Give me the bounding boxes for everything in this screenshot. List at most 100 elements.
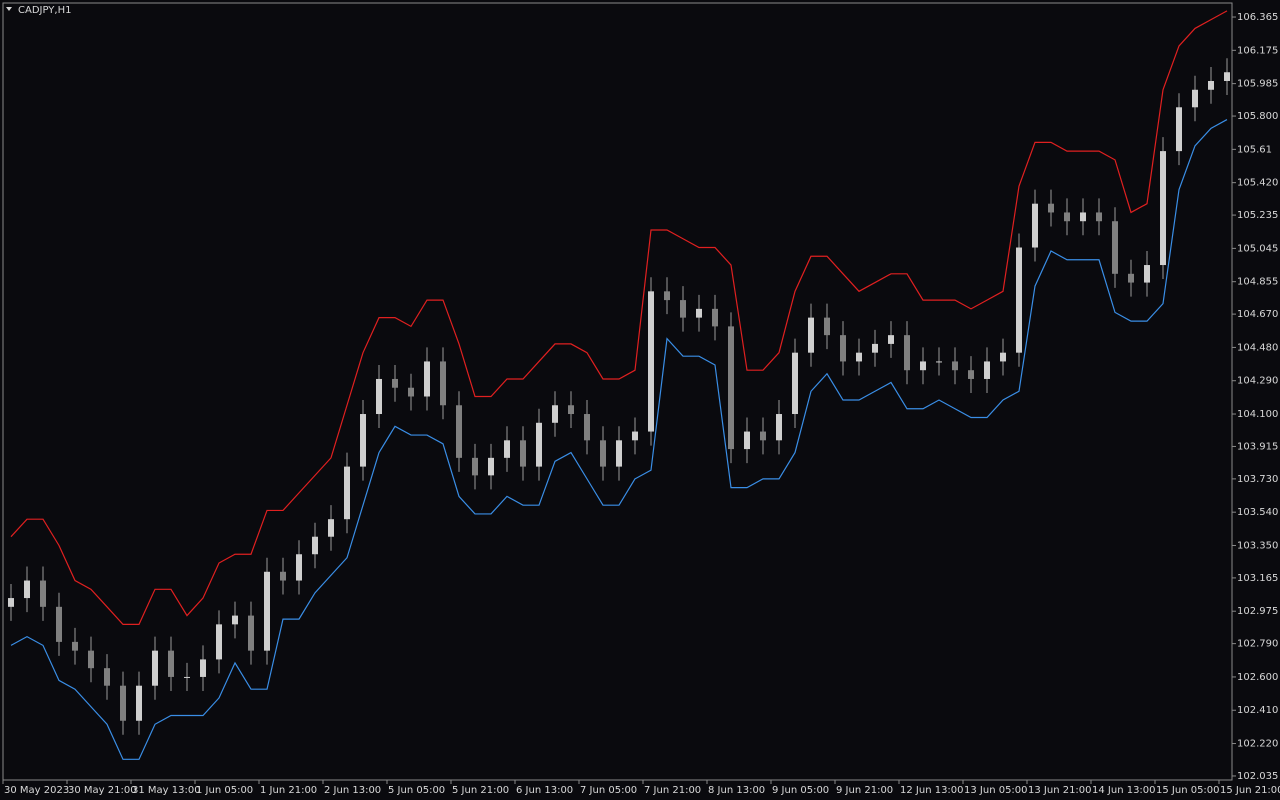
candle-body (552, 405, 558, 423)
x-tick-label: 15 Jun 05:00 (1156, 785, 1220, 796)
y-tick-label: 103.165 (1237, 573, 1278, 584)
candle-body (136, 685, 142, 721)
candle-body (648, 291, 654, 432)
y-tick-label: 104.670 (1237, 309, 1278, 320)
candle-body (456, 405, 462, 458)
candle-body (536, 422, 542, 467)
y-tick-label: 105.985 (1237, 79, 1278, 90)
candle-body (1000, 352, 1006, 362)
candle-body (312, 536, 318, 555)
candle-body (440, 361, 446, 406)
candle-body (1080, 212, 1086, 222)
candle-body (72, 641, 78, 651)
candle-body (472, 457, 478, 476)
y-tick-label: 104.100 (1237, 409, 1278, 420)
candle-body (504, 440, 510, 458)
candle-body (744, 431, 750, 450)
candle-body (1064, 212, 1070, 222)
y-tick-label: 102.220 (1237, 739, 1278, 750)
candle-body (680, 300, 686, 318)
y-tick-label: 102.035 (1237, 771, 1278, 782)
y-tick-label: 102.790 (1237, 639, 1278, 650)
candle-body (568, 405, 574, 415)
candle-body (1112, 221, 1118, 274)
candle-body (408, 387, 414, 397)
candle-body (1128, 273, 1134, 283)
x-tick-label: 9 Jun 21:00 (836, 785, 893, 796)
candle-body (856, 352, 862, 362)
x-tick-label: 1 Jun 05:00 (196, 785, 253, 796)
candle-body (120, 685, 126, 721)
x-tick-label: 9 Jun 05:00 (772, 785, 829, 796)
candle-body (520, 440, 526, 467)
candle-body (56, 606, 62, 642)
y-tick-label: 105.235 (1237, 210, 1278, 221)
x-tick-label: 30 May 2023 (4, 785, 69, 796)
y-tick-label: 102.975 (1237, 606, 1278, 617)
candle-body (872, 343, 878, 353)
candle-body (40, 580, 46, 607)
candle-body (104, 668, 110, 686)
candle-body (776, 414, 782, 441)
candle-body (632, 431, 638, 441)
x-tick-label: 7 Jun 21:00 (644, 785, 701, 796)
candle-body (584, 414, 590, 441)
candle-body (1208, 80, 1214, 90)
candle-body (984, 361, 990, 379)
x-tick-label: 5 Jun 21:00 (452, 785, 509, 796)
candle-body (248, 615, 254, 651)
y-tick-label: 106.365 (1237, 12, 1278, 23)
candle-body (296, 554, 302, 581)
x-tick-label: 2 Jun 13:00 (324, 785, 381, 796)
candle-body (168, 650, 174, 677)
candle-body (840, 335, 846, 362)
candle-body (712, 308, 718, 327)
candle-body (968, 370, 974, 379)
plot-frame (2, 2, 1233, 781)
x-tick-label: 6 Jun 13:00 (516, 785, 573, 796)
candle-body (24, 580, 30, 599)
candle-body (344, 466, 350, 520)
x-tick-label: 5 Jun 05:00 (388, 785, 445, 796)
x-tick-label: 12 Jun 13:00 (900, 785, 964, 796)
y-tick-label: 102.410 (1237, 705, 1278, 716)
candle-body (1144, 265, 1150, 283)
y-tick-label: 105.61 (1237, 144, 1272, 155)
x-tick-label: 1 Jun 21:00 (260, 785, 317, 796)
candle-body (760, 431, 766, 441)
candle-body (424, 361, 430, 397)
band-line (10, 10, 1228, 625)
candle-body (936, 361, 942, 363)
candle-body (1032, 203, 1038, 248)
candle-body (600, 440, 606, 467)
candle-body (328, 519, 334, 537)
candle-body (616, 440, 622, 467)
candle-body (1192, 89, 1198, 108)
candle-body (88, 650, 94, 669)
candle-body (824, 317, 830, 336)
y-tick-label: 104.480 (1237, 342, 1278, 353)
candle-body (1048, 203, 1054, 213)
candle-body (360, 414, 366, 467)
candle-body (920, 361, 926, 371)
candle-body (1160, 151, 1166, 266)
candle-body (488, 457, 494, 476)
x-tick-label: 30 May 21:00 (68, 785, 137, 796)
y-tick-label: 103.730 (1237, 474, 1278, 485)
candle-body (1096, 212, 1102, 222)
candle-body (184, 676, 190, 678)
candle-body (1176, 107, 1182, 152)
symbol-menu-arrow[interactable] (6, 7, 12, 11)
x-tick-label: 13 Jun 05:00 (964, 785, 1028, 796)
candle-body (232, 615, 238, 625)
candle-body (952, 361, 958, 371)
y-tick-label: 104.855 (1237, 277, 1278, 288)
candle-body (1224, 72, 1230, 81)
candle-body (152, 650, 158, 686)
y-tick-label: 105.045 (1237, 243, 1278, 254)
y-tick-label: 104.290 (1237, 376, 1278, 387)
candle-body (264, 571, 270, 651)
candle-body (392, 378, 398, 388)
x-tick-label: 7 Jun 05:00 (580, 785, 637, 796)
